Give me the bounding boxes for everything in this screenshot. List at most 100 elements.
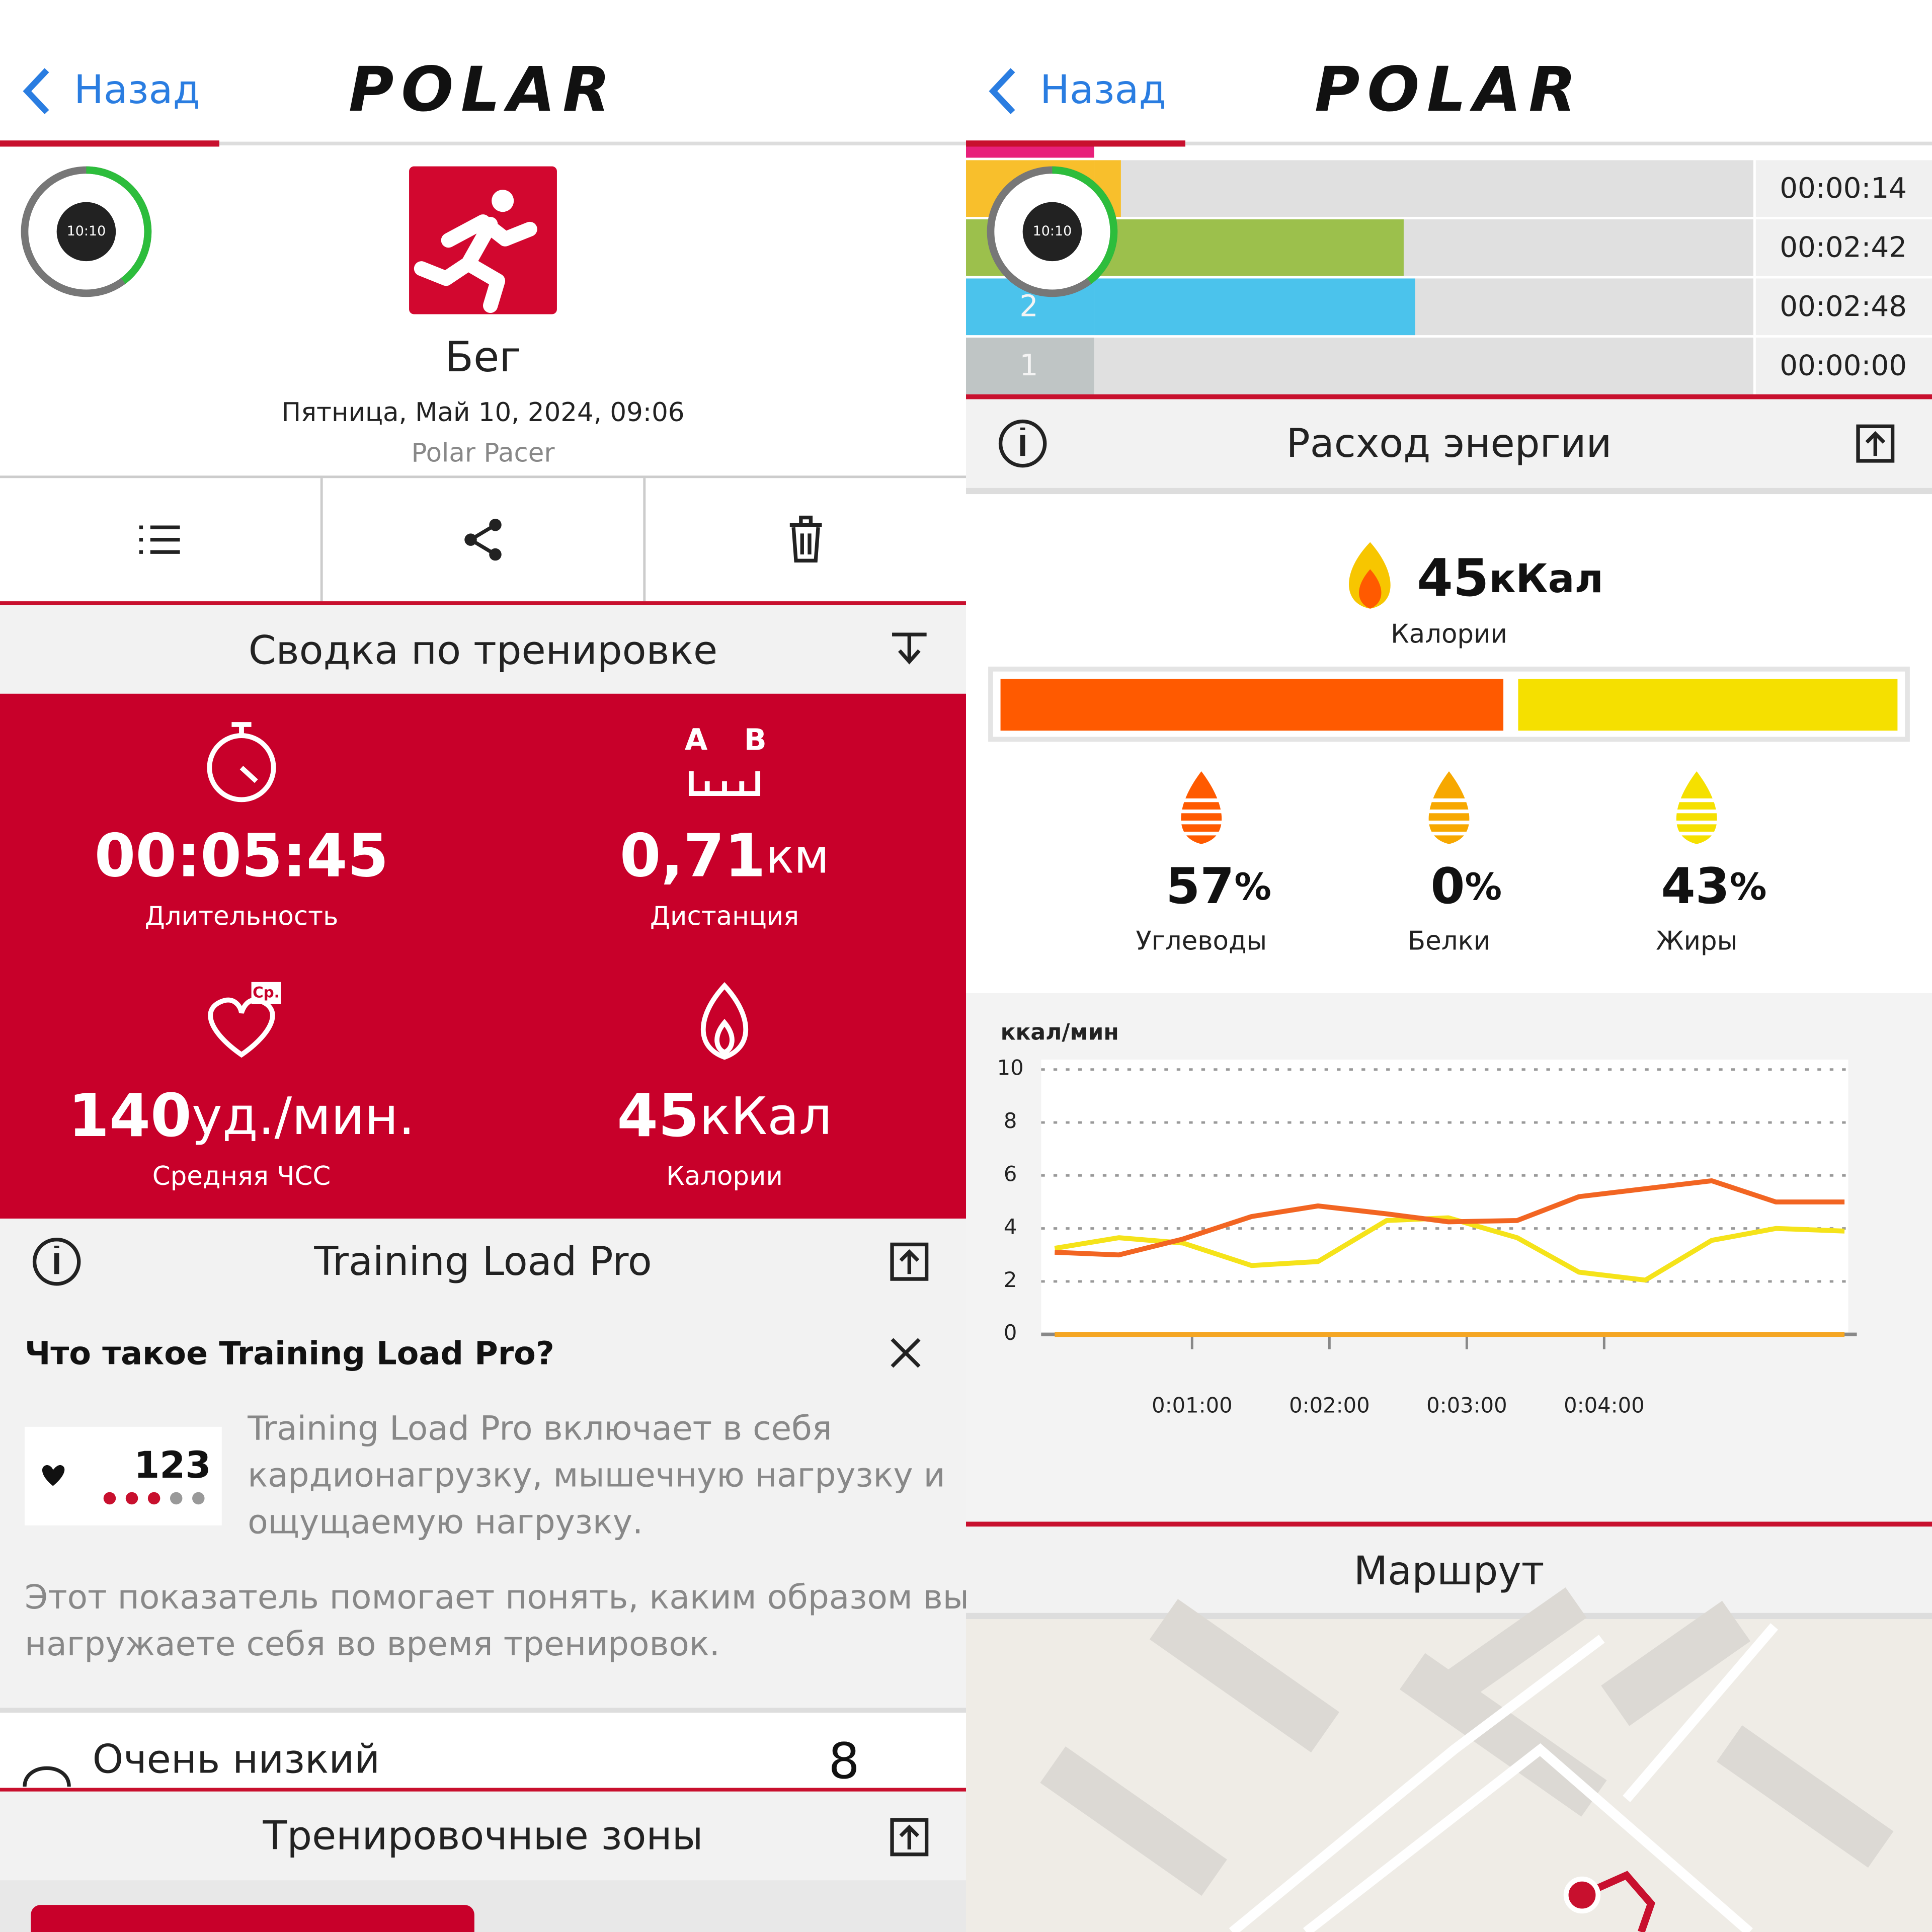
left-panel: Назад POLAR 10:10 Бег Пятница, Май 10, 2… xyxy=(0,53,969,1932)
date: Пятница, Май 10, 2024, 09:06 xyxy=(281,397,684,428)
buildings xyxy=(1040,1587,1894,1896)
flame-icon xyxy=(701,982,748,1060)
expand-icon[interactable] xyxy=(890,1818,929,1857)
device: Polar Pacer xyxy=(411,438,555,468)
watch-time: 10:10 xyxy=(67,223,106,239)
energy-total: 45кКал xyxy=(1417,548,1603,608)
route-start xyxy=(1563,1876,1601,1914)
unit: % xyxy=(1730,866,1767,909)
back-button[interactable]: Назад xyxy=(23,67,200,115)
zone-time: 00:00:14 xyxy=(1780,172,1907,205)
drop-stripe xyxy=(1422,809,1476,814)
line: Этот показатель помогает понять, каким о… xyxy=(25,1578,969,1617)
section-title: Расход энергии xyxy=(1286,421,1612,466)
part-name: Белки xyxy=(1408,926,1490,956)
building xyxy=(1399,1653,1607,1817)
unit: кКал xyxy=(699,1087,832,1147)
filter-icon[interactable] xyxy=(892,632,927,665)
unit: % xyxy=(1234,866,1271,909)
divider xyxy=(966,141,1932,145)
divider xyxy=(0,141,966,145)
unit: км xyxy=(766,830,829,884)
calories-value: 45кКал xyxy=(617,1081,832,1150)
drop-stripe xyxy=(1174,798,1229,802)
back-button[interactable]: Назад xyxy=(989,67,1166,115)
split-segment xyxy=(1518,679,1898,731)
section-title: Маршрут xyxy=(1354,1548,1545,1594)
tab-indicator xyxy=(0,140,219,147)
list-icon xyxy=(139,525,143,554)
tab[interactable] xyxy=(31,1905,474,1932)
line: кардионагрузку, мышечную нагрузку и xyxy=(248,1456,945,1494)
section-header xyxy=(0,605,966,694)
series-line xyxy=(1054,1215,1845,1283)
level-value: 8 xyxy=(828,1733,859,1790)
plot-bg xyxy=(1041,1060,1848,1335)
kcal-chart: 0 2 4 6 8 10 0:01:00 0:02:00 0:03:00 0:04:00 xyxy=(997,1056,1857,1418)
y-tick-label: 8 xyxy=(1004,1108,1017,1133)
info-icon[interactable] xyxy=(998,419,1047,468)
divider xyxy=(320,478,323,602)
drop-stripe xyxy=(1174,809,1229,814)
drop-stripe xyxy=(1174,821,1229,825)
zone-time: 00:00:00 xyxy=(1780,349,1907,382)
roads xyxy=(1229,1623,1778,1932)
heart-icon xyxy=(208,997,275,1058)
a-label: A xyxy=(685,722,708,757)
divider xyxy=(966,394,1932,399)
building xyxy=(1444,1587,1587,1703)
line: ощущаемую нагрузку. xyxy=(248,1502,643,1541)
back-label: Назад xyxy=(1040,67,1166,113)
zone-bar xyxy=(1094,278,1415,336)
share-button[interactable] xyxy=(464,519,502,561)
divider xyxy=(0,601,966,605)
value: 57 xyxy=(1166,858,1234,915)
distance-label: Дистанция xyxy=(650,901,799,931)
delete-button[interactable] xyxy=(789,515,822,562)
watch-face xyxy=(1022,202,1082,262)
percent: 0% xyxy=(1430,858,1502,915)
divider xyxy=(643,478,646,602)
zone-time: 00:02:42 xyxy=(1780,231,1907,264)
expand-icon[interactable] xyxy=(1856,424,1895,463)
section-header xyxy=(0,1791,966,1881)
percent: 43% xyxy=(1661,858,1767,915)
info-icon[interactable] xyxy=(32,1238,81,1286)
value: 0,71 xyxy=(620,822,766,891)
divider xyxy=(0,475,966,478)
time-cell xyxy=(1755,219,1932,276)
percent: 57% xyxy=(1166,858,1271,915)
watch-arc xyxy=(1052,166,1118,284)
distance-value: 0,71км xyxy=(620,822,829,891)
header-bg xyxy=(966,0,1932,145)
zone-bar xyxy=(1094,219,1404,276)
avg-label: Ср. xyxy=(253,984,280,1001)
drop-stripe xyxy=(1174,832,1229,836)
zone-cell xyxy=(966,338,1094,394)
close-icon[interactable] xyxy=(891,1338,921,1368)
bar-track xyxy=(1094,160,1753,217)
value: 45 xyxy=(617,1081,699,1150)
drop-stripe xyxy=(1669,809,1724,814)
y-tick-label: 0 xyxy=(1004,1320,1017,1345)
value: 0 xyxy=(1430,858,1465,915)
tab-indicator xyxy=(966,140,1185,147)
time-cell xyxy=(1755,160,1932,217)
unit: уд./мин. xyxy=(192,1087,415,1147)
zone-number: 1 xyxy=(1019,348,1038,382)
heart-icon xyxy=(23,1766,71,1787)
shadow xyxy=(966,488,1932,495)
section-title: Сводка по тренировке xyxy=(249,627,718,673)
value: 140 xyxy=(68,1081,191,1150)
time-cell xyxy=(1755,278,1932,336)
trash-icon xyxy=(789,515,822,562)
b-label: B xyxy=(744,722,767,757)
divider xyxy=(0,1788,966,1792)
question: Что такое Training Load Pro? xyxy=(25,1335,554,1372)
expand-icon[interactable] xyxy=(890,1242,929,1281)
bar-track xyxy=(1094,338,1753,394)
list-button[interactable] xyxy=(139,525,180,554)
series-line xyxy=(1055,1178,1845,1258)
line: Training Load Pro включает в себя xyxy=(247,1409,832,1447)
